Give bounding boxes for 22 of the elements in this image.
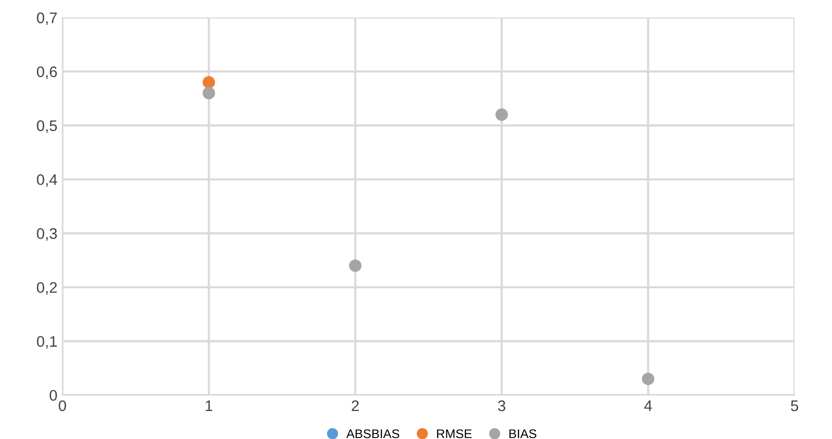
x-tick-label: 4 [644,400,652,412]
legend-label: RMSE [437,429,472,438]
point [349,259,362,272]
legend-label: BIAS [509,429,536,438]
point [495,108,508,121]
y-tick-label: 0,2 [36,282,57,295]
y-tick-label: 0,5 [36,120,57,133]
y-tick-label: 0,4 [36,174,58,187]
x-tick-label: 5 [790,400,798,412]
y-tick-label: 0,1 [36,336,57,349]
y-tick-label: 0,3 [36,228,57,241]
y-tick-label: 0,6 [36,66,57,79]
y-tick-label: 0,7 [36,12,57,26]
x-tick-label: 3 [498,400,506,412]
x-tick-label: 2 [352,400,359,412]
point [202,76,216,88]
point [642,372,654,386]
x-tick-label: 0 [58,400,66,412]
point [202,86,216,100]
legend-label: ABSBIAS [346,429,400,438]
y-tick-label: 0 [50,390,57,401]
x-tick-label: 1 [206,400,212,412]
